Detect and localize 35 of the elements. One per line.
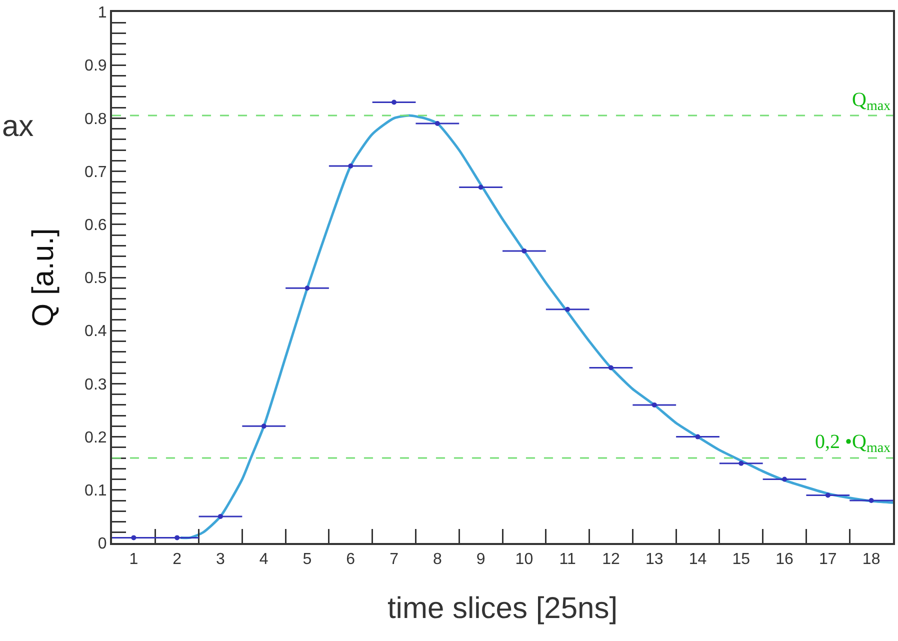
y-tick-label: 0.7 — [84, 164, 107, 181]
x-tick-label: 7 — [390, 551, 399, 568]
x-axis-title: time slices [25ns] — [387, 592, 618, 626]
y-tick-label: 0.1 — [84, 482, 107, 500]
y-tick-label: 0.6 — [84, 217, 107, 234]
x-tick-label: 13 — [645, 551, 664, 568]
x-tick-label: 8 — [432, 551, 442, 568]
y-tick-label: 0 — [98, 536, 107, 553]
x-tick-label: 14 — [688, 551, 707, 568]
x-tick-label: 16 — [776, 551, 794, 568]
y-tick-label: 0.5 — [84, 270, 107, 288]
x-tick-label: 11 — [559, 551, 576, 568]
y-tick-label: 0.9 — [84, 58, 107, 75]
x-tick-label: 6 — [346, 551, 356, 568]
x-tick-label: 3 — [216, 551, 226, 568]
line-series — [179, 114, 893, 539]
ref-line-label: 0,2 •Q$_{max}$ — [815, 431, 891, 456]
x-tick-label: 18 — [862, 551, 880, 568]
x-tick-label: 5 — [302, 551, 312, 568]
y-tick-label: 0.3 — [84, 376, 107, 394]
text: ax — [2, 110, 34, 143]
x-tick-label: 12 — [602, 551, 620, 568]
x-tick-label: 4 — [259, 551, 268, 568]
x-tick-label: 17 — [819, 551, 837, 568]
y-tick-label: 1 — [98, 4, 107, 22]
x-tick-label: 2 — [172, 551, 182, 568]
x-tick-label: 10 — [515, 551, 534, 568]
y-tick-label: 0.8 — [84, 110, 107, 128]
x-tick-label: 15 — [732, 551, 750, 568]
y-tick-label: 0.2 — [84, 429, 107, 446]
y-axis-title: Q [a.u.] — [27, 228, 60, 327]
y-tick-label: 0.4 — [84, 323, 107, 340]
ref-line-label: Q$_{max}$ — [852, 89, 891, 114]
x-tick-label: 9 — [476, 551, 486, 568]
x-tick-label: 1 — [129, 551, 138, 568]
